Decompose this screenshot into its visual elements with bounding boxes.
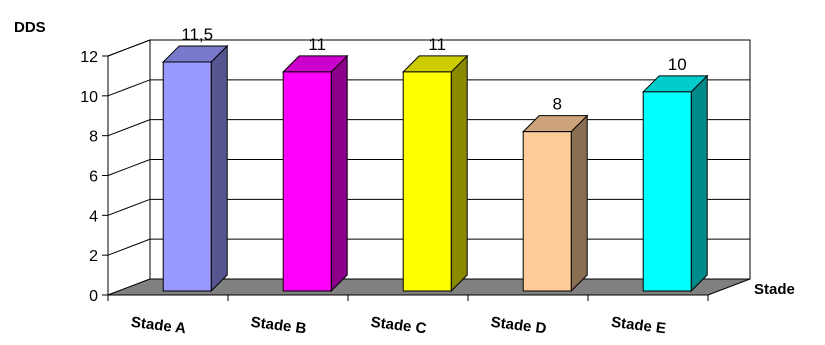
x-category-label: Stade B (250, 314, 308, 338)
gridline (107, 79, 750, 97)
bar-front (282, 71, 332, 292)
y-axis-title: DDS (14, 19, 46, 36)
x-category-label: Stade A (130, 314, 187, 338)
bar (521, 114, 589, 293)
y-tick-label: 6 (89, 169, 98, 186)
bar-side (450, 54, 468, 293)
data-labels: 11,5 11 11 8 10 (181, 25, 686, 114)
x-axis-title: Stade (754, 281, 795, 298)
x-axis-categories: Stade A Stade B Stade C Stade D Stade E (107, 295, 709, 338)
data-label: 11 (428, 35, 446, 54)
bar-side (570, 114, 588, 293)
data-label: 11 (308, 35, 326, 54)
bar-front (162, 61, 212, 292)
bar-side (330, 54, 348, 293)
bar-front (522, 131, 572, 292)
gridline (107, 39, 750, 57)
y-tick-label: 0 (89, 288, 98, 305)
bar (281, 54, 349, 293)
bar (641, 74, 709, 293)
bars (161, 44, 709, 293)
y-tick-label: 12 (80, 49, 98, 66)
x-category-label: Stade C (370, 314, 428, 338)
data-label: 11,5 (181, 25, 213, 44)
y-axis-ticks: 0 2 4 6 8 10 12 (80, 49, 109, 305)
x-category-label: Stade E (610, 314, 667, 338)
data-label: 8 (552, 95, 561, 114)
bar-side (210, 44, 228, 293)
bar-front (642, 91, 692, 292)
y-tick-label: 4 (89, 208, 98, 225)
bar (401, 54, 469, 293)
bar-side (690, 74, 708, 293)
data-label: 10 (668, 55, 687, 74)
bar-front (402, 71, 452, 292)
bar (161, 44, 229, 293)
y-tick-label: 2 (89, 248, 98, 265)
x-category-label: Stade D (490, 314, 548, 338)
y-tick-label: 10 (80, 89, 98, 106)
y-tick-label: 8 (89, 129, 98, 146)
